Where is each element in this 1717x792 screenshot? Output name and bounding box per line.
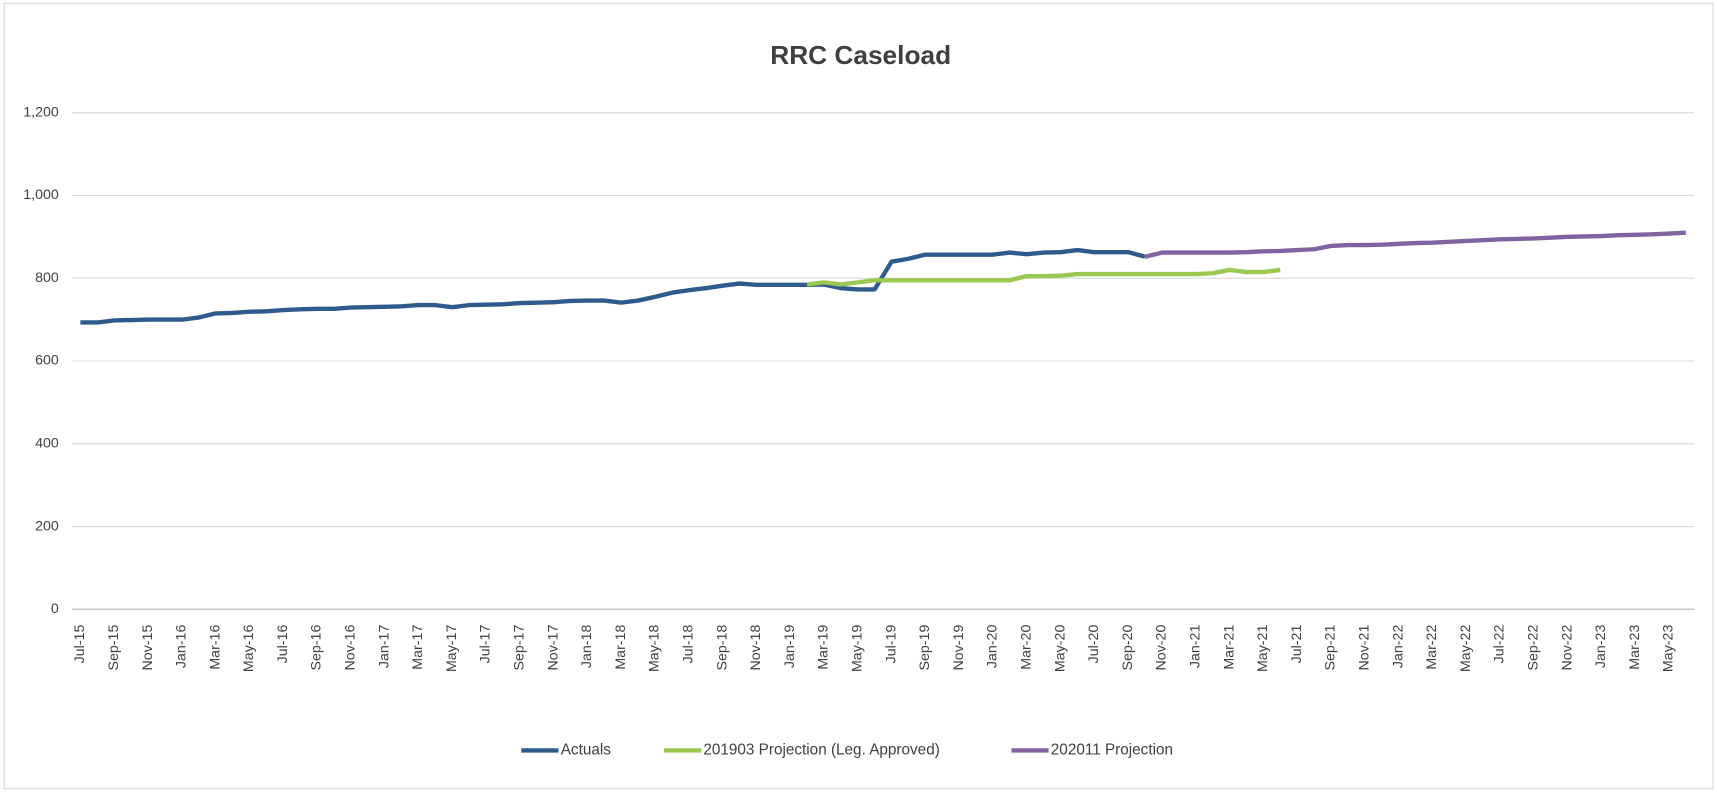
- x-tick-label: Mar-17: [410, 625, 426, 670]
- x-tick-label: Mar-16: [207, 625, 223, 670]
- x-tick-label: May-19: [850, 625, 866, 673]
- x-tick-label: Sep-21: [1323, 625, 1339, 671]
- chart-title: RRC Caseload: [770, 40, 951, 70]
- x-tick-label: Nov-21: [1356, 625, 1372, 671]
- x-tick-label: Sep-19: [917, 625, 933, 671]
- x-tick-label: Jan-16: [174, 625, 190, 669]
- y-tick-label: 200: [35, 518, 59, 534]
- x-tick-label: Jan-19: [782, 625, 798, 669]
- x-tick-label: Nov-19: [951, 625, 967, 671]
- y-tick-label: 800: [35, 270, 59, 286]
- y-tick-label: 1,000: [23, 187, 59, 203]
- x-tick-label: May-17: [444, 625, 460, 673]
- legend-label: 201903 Projection (Leg. Approved): [703, 741, 939, 758]
- x-tick-label: Jan-22: [1390, 625, 1406, 669]
- x-tick-label: Jul-19: [883, 625, 899, 664]
- x-tick-label: May-23: [1661, 625, 1677, 673]
- x-tick-label: Jan-21: [1187, 625, 1203, 669]
- x-tick-label: Nov-17: [545, 625, 561, 671]
- x-tick-label: Sep-22: [1525, 625, 1541, 671]
- x-tick-label: Jan-20: [985, 625, 1001, 669]
- x-tick-label: Jul-22: [1492, 625, 1508, 664]
- x-tick-label: Sep-16: [309, 625, 325, 671]
- x-tick-label: May-21: [1255, 625, 1271, 673]
- x-tick-label: Mar-22: [1424, 625, 1440, 670]
- x-tick-label: May-18: [647, 625, 663, 673]
- line-series: [1144, 230, 1686, 259]
- x-tick-label: Mar-23: [1627, 625, 1643, 670]
- x-tick-label: Mar-19: [816, 625, 832, 670]
- x-tick-label: Mar-18: [613, 625, 629, 670]
- x-tick-label: May-20: [1052, 625, 1068, 673]
- x-tick-label: Jul-16: [275, 625, 291, 664]
- x-tick-label: Mar-21: [1221, 625, 1237, 670]
- x-tick-label: Nov-15: [140, 625, 156, 671]
- y-tick-label: 1,200: [23, 104, 59, 120]
- x-tick-label: Mar-20: [1019, 625, 1035, 670]
- x-tick-label: Sep-20: [1120, 625, 1136, 671]
- x-tick-label: Nov-18: [748, 625, 764, 671]
- x-tick-label: Nov-22: [1559, 625, 1575, 671]
- x-tick-label: Nov-16: [343, 625, 359, 671]
- x-tick-label: Jan-23: [1593, 625, 1609, 669]
- line-series: [80, 247, 1146, 325]
- x-tick-label: May-16: [241, 625, 257, 673]
- line-series: [806, 267, 1281, 287]
- x-tick-label: May-22: [1458, 625, 1474, 673]
- x-tick-label: Jul-17: [478, 625, 494, 664]
- y-tick-label: 400: [35, 436, 59, 452]
- x-tick-label: Jul-18: [681, 625, 697, 664]
- chart-frame: [3, 2, 1714, 790]
- x-tick-label: Sep-17: [512, 625, 528, 671]
- legend-label: Actuals: [561, 741, 612, 758]
- y-tick-label: 0: [51, 601, 59, 617]
- x-tick-label: Jul-15: [72, 625, 88, 664]
- legend-label: 202011 Projection: [1051, 741, 1173, 758]
- x-tick-label: Sep-15: [106, 625, 122, 671]
- x-tick-label: Jan-18: [579, 625, 595, 669]
- x-tick-label: Nov-20: [1154, 625, 1170, 671]
- x-tick-label: Jul-21: [1289, 625, 1305, 664]
- y-tick-label: 600: [35, 353, 59, 369]
- x-tick-label: Jul-20: [1086, 625, 1102, 664]
- x-tick-label: Sep-18: [714, 625, 730, 671]
- x-tick-label: Jan-17: [376, 625, 392, 669]
